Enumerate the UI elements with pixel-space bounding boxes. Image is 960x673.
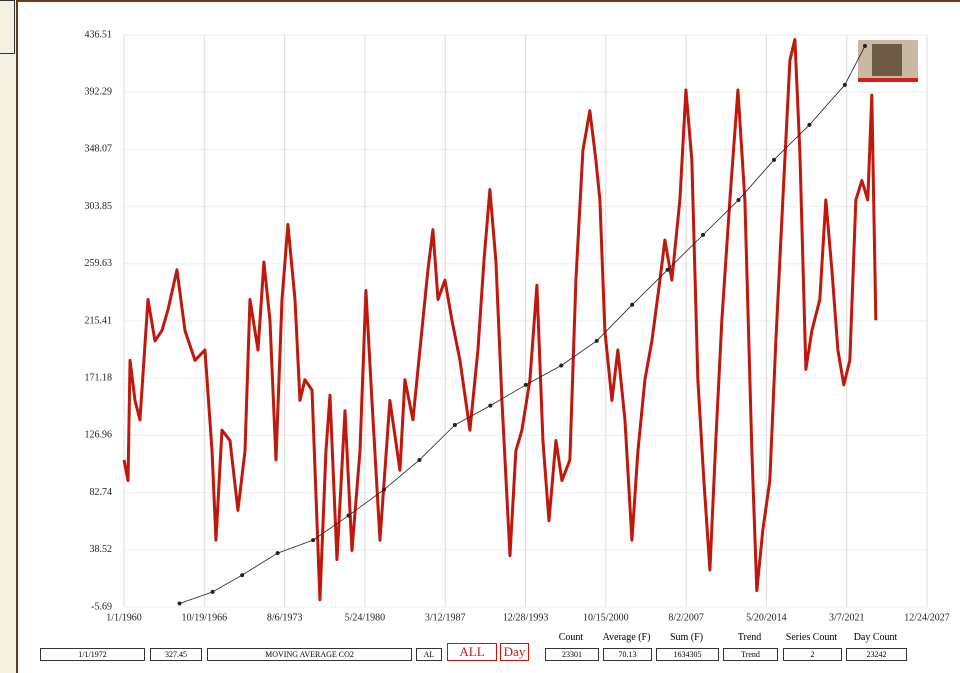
point (630, 302, 635, 307)
point (842, 82, 847, 87)
value-field[interactable]: 327.45 (150, 648, 202, 661)
x-tick-label: 8/6/1973 (267, 612, 303, 623)
day-button[interactable]: Day (500, 643, 529, 661)
point (346, 513, 351, 518)
y-tick-label: 303.85 (85, 201, 113, 212)
y-tick-label: 348.07 (85, 144, 113, 155)
al-field[interactable]: AL (416, 648, 442, 661)
stat-label: Day Count (853, 632, 898, 643)
x-tick-label: 10/15/2000 (583, 612, 629, 623)
series-line (122, 38, 878, 602)
point (452, 423, 457, 428)
point (210, 589, 215, 594)
y-tick-label: 392.29 (85, 86, 113, 97)
point (701, 232, 706, 237)
series-field[interactable]: MOVING AVERAGE CO2 (207, 648, 412, 661)
stat-value: 2 (783, 648, 842, 661)
y-tick-label: 215.41 (85, 315, 113, 326)
y-tick-label: 259.63 (85, 258, 113, 269)
point (665, 267, 670, 272)
stat-value: 23242 (846, 648, 907, 661)
point (523, 382, 528, 387)
point (862, 44, 867, 49)
date-field[interactable]: 1/1/1972 (40, 648, 145, 661)
x-tick-label: 3/12/1987 (425, 612, 466, 623)
x-tick-label: 1/1/1960 (106, 612, 142, 623)
point (559, 363, 564, 368)
point (311, 538, 316, 543)
stat-label: Count (558, 632, 584, 643)
point (177, 601, 182, 606)
y-tick-label: -5.69 (91, 601, 112, 612)
y-tick-label: 436.51 (85, 29, 113, 40)
x-tick-label: 5/20/2014 (746, 612, 787, 623)
stat-value: 23301 (545, 648, 599, 661)
x-tick-label: 8/2/2007 (668, 612, 704, 623)
x-tick-label: 12/24/2027 (904, 612, 950, 623)
x-tick-label: 5/24/1980 (345, 612, 386, 623)
x-tick-label: 3/7/2021 (829, 612, 865, 623)
y-tick-label: 171.18 (85, 373, 113, 384)
all-button[interactable]: ALL (447, 643, 497, 661)
point (736, 197, 741, 202)
chart-frame (16, 0, 960, 673)
thumbnail-figure (872, 44, 902, 76)
point (240, 573, 245, 578)
y-tick-label: 82.74 (90, 487, 113, 498)
point (417, 457, 422, 462)
corner-box (0, 0, 15, 54)
x-tick-label: 10/19/1966 (182, 612, 228, 623)
y-tick-label: 126.96 (85, 430, 113, 441)
point (771, 157, 776, 162)
stat-label: Sum (F) (669, 632, 704, 643)
point (381, 487, 386, 492)
stat-value: Trend (723, 648, 778, 661)
thumbnail-caption (858, 78, 918, 82)
stat-value: 70.13 (603, 648, 652, 661)
stat-label: Trend (737, 632, 762, 643)
point (488, 403, 493, 408)
y-tick-label: 38.52 (90, 544, 113, 555)
point (275, 551, 280, 556)
stat-label: Average (F) (602, 632, 651, 643)
point (807, 122, 812, 127)
stat-value: 1634305 (656, 648, 719, 661)
stat-label: Series Count (785, 632, 838, 643)
point (594, 338, 599, 343)
x-tick-label: 12/28/1993 (503, 612, 549, 623)
